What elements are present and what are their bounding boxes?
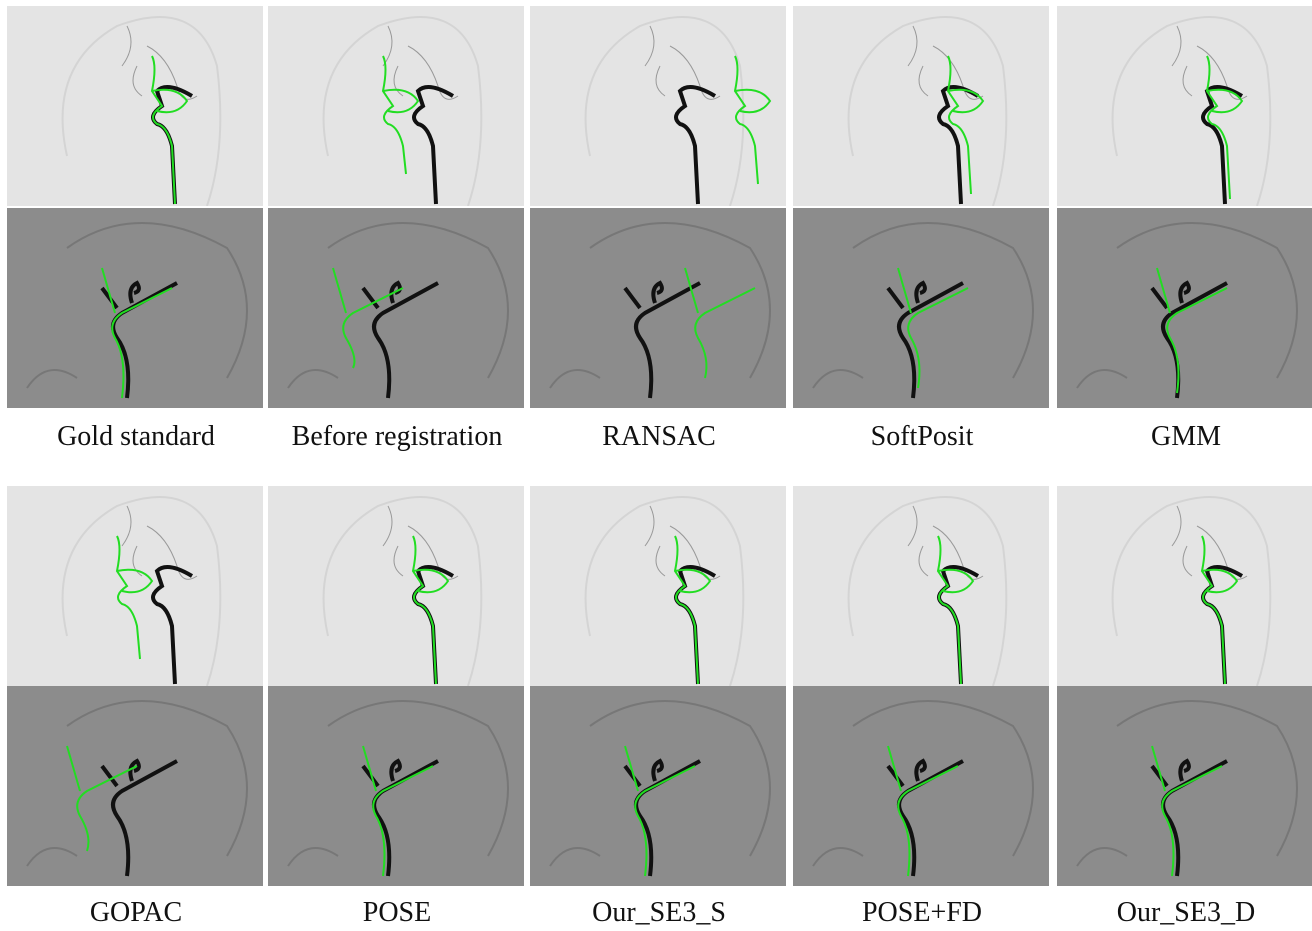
caption: Our_SE3_S: [530, 897, 788, 929]
lateral-image: [7, 686, 263, 886]
background: [268, 486, 524, 686]
caption: POSE: [268, 897, 526, 929]
lateral-image: [1057, 686, 1312, 886]
lateral-image: [7, 208, 263, 408]
background: [7, 486, 263, 686]
frontal-image: [7, 6, 263, 206]
figure: (() => { const data = JSON.parse(documen…: [0, 0, 1312, 931]
background: [530, 486, 786, 686]
frontal-image: [530, 486, 786, 686]
background: [793, 6, 1049, 206]
background: [1057, 486, 1312, 686]
background: [793, 486, 1049, 686]
caption: SoftPosit: [793, 421, 1051, 453]
frontal-image: [1057, 6, 1312, 206]
frontal-image: [268, 486, 524, 686]
lateral-image: [793, 208, 1049, 408]
caption: Before registration: [268, 421, 526, 453]
caption: Gold standard: [7, 421, 265, 453]
lateral-image: [1057, 208, 1312, 408]
lateral-image: [530, 686, 786, 886]
frontal-image: [268, 6, 524, 206]
frontal-image: [7, 486, 263, 686]
background: [268, 6, 524, 206]
lateral-image: [268, 208, 524, 408]
caption: POSE+FD: [793, 897, 1051, 929]
background: [7, 6, 263, 206]
frontal-image: [793, 6, 1049, 206]
frontal-image: [530, 6, 786, 206]
caption: Our_SE3_D: [1057, 897, 1312, 929]
caption: GMM: [1057, 421, 1312, 453]
caption: RANSAC: [530, 421, 788, 453]
background: [1057, 6, 1312, 206]
lateral-image: [268, 686, 524, 886]
lateral-image: [793, 686, 1049, 886]
caption: GOPAC: [7, 897, 265, 929]
frontal-image: [793, 486, 1049, 686]
lateral-image: [530, 208, 786, 408]
frontal-image: [1057, 486, 1312, 686]
background: [530, 6, 786, 206]
